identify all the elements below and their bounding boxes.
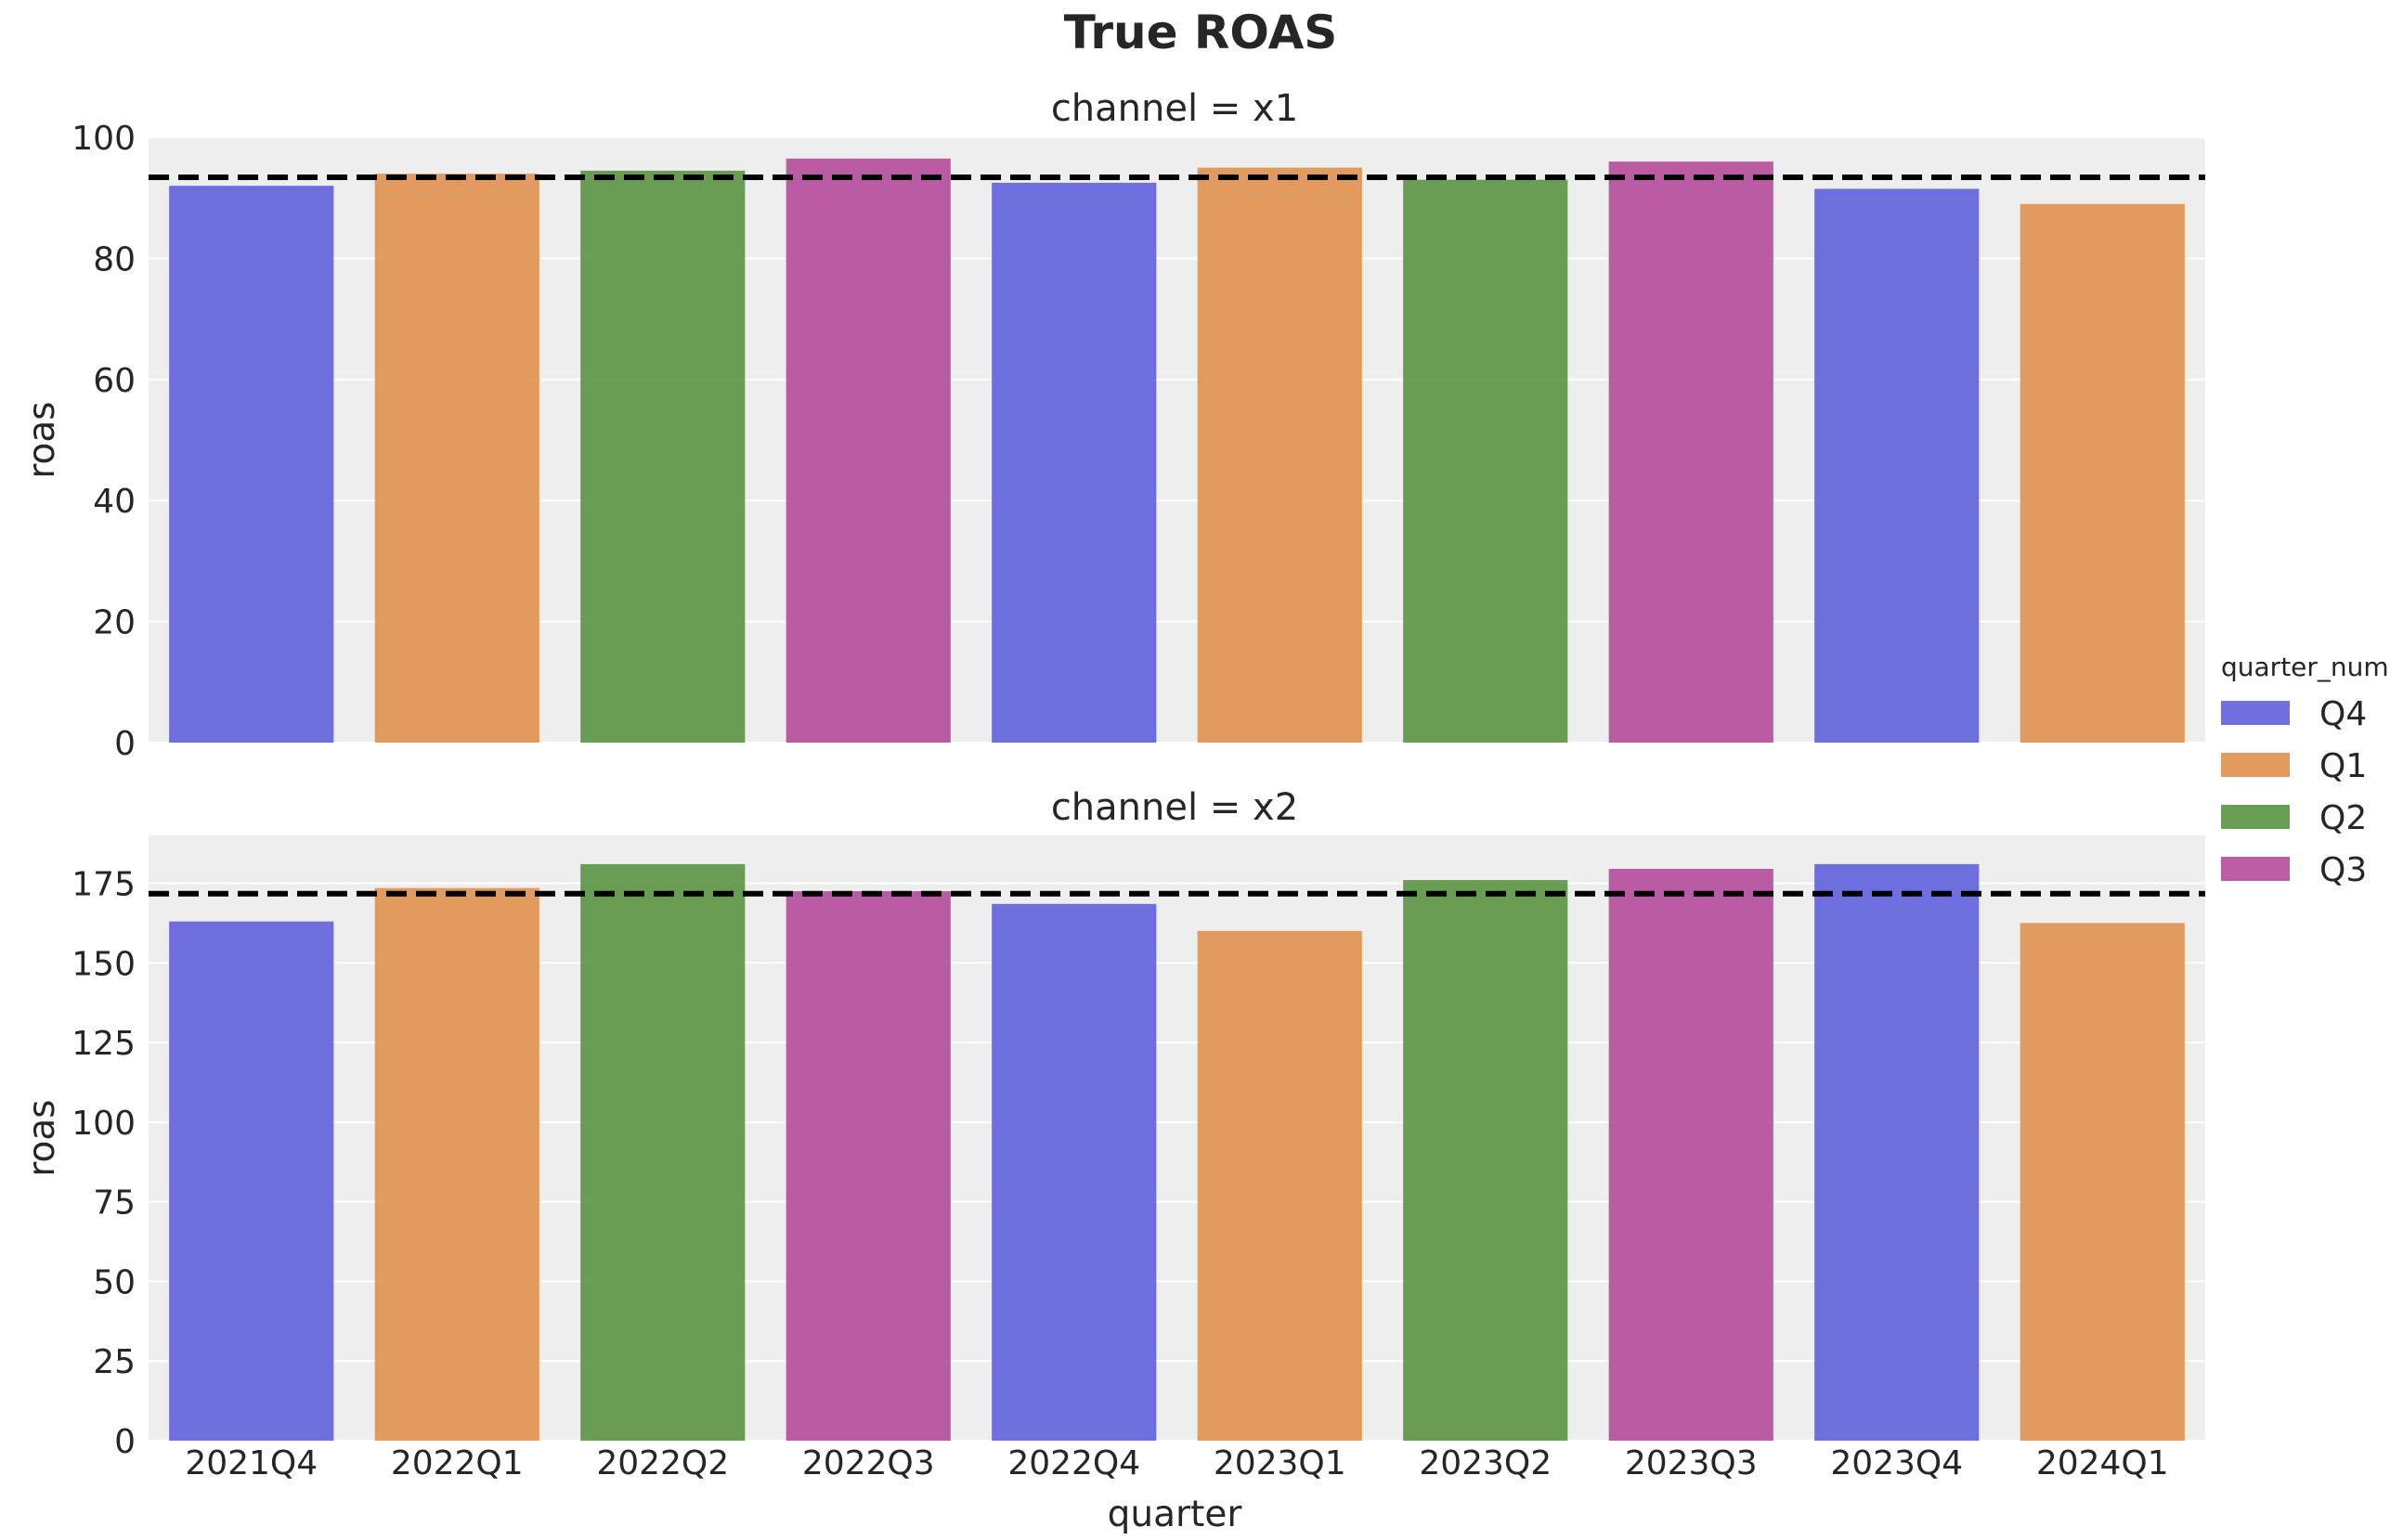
panel-x1: channel = x1 0 20 40 60 80 100 roas bbox=[21, 87, 2205, 763]
bar-2024q1 bbox=[2020, 923, 2185, 1441]
y-axis-label: roas bbox=[21, 1099, 63, 1176]
bar-2023q4 bbox=[1814, 188, 1980, 744]
y-tick-label: 0 bbox=[114, 1423, 136, 1461]
bar-2022q3 bbox=[786, 891, 951, 1441]
legend-swatch bbox=[2221, 701, 2290, 725]
bar-2021q4 bbox=[169, 186, 334, 743]
y-tick-label: 80 bbox=[93, 240, 136, 278]
bar-2023q4 bbox=[1814, 863, 1980, 1441]
bar-2024q1 bbox=[2020, 203, 2185, 744]
y-tick-label: 75 bbox=[93, 1184, 136, 1223]
legend-swatch bbox=[2221, 753, 2290, 777]
bar-2023q2 bbox=[1403, 880, 1568, 1441]
y-tick-label: 125 bbox=[71, 1025, 136, 1063]
y-tick-label: 175 bbox=[71, 865, 136, 903]
y-tick-label: 150 bbox=[71, 945, 136, 983]
y-tick-label: 40 bbox=[93, 483, 136, 521]
figure-title: True ROAS bbox=[1064, 6, 1338, 59]
x-tick-label: 2022Q1 bbox=[391, 1444, 524, 1482]
bar-2023q1 bbox=[1197, 930, 1362, 1441]
x-tick-label: 2022Q2 bbox=[596, 1444, 729, 1482]
bar-2023q1 bbox=[1197, 167, 1362, 744]
bars bbox=[169, 158, 2185, 744]
bar-2023q3 bbox=[1608, 869, 1773, 1441]
legend-swatch bbox=[2221, 805, 2290, 829]
y-tick-label: 60 bbox=[93, 362, 136, 400]
legend-label: Q2 bbox=[2319, 799, 2367, 837]
bar-2023q2 bbox=[1403, 179, 1568, 743]
legend-label: Q4 bbox=[2319, 695, 2367, 733]
bar-2022q1 bbox=[374, 887, 539, 1441]
x-tick-label: 2023Q3 bbox=[1625, 1444, 1758, 1482]
panel-title: channel = x2 bbox=[1051, 786, 1298, 829]
y-axis-label: roas bbox=[21, 401, 63, 478]
bar-2022q3 bbox=[786, 158, 951, 743]
x-tick-label: 2022Q4 bbox=[1007, 1444, 1140, 1482]
bar-2021q4 bbox=[169, 921, 334, 1441]
x-tick-label: 2022Q3 bbox=[802, 1444, 935, 1482]
bar-2022q4 bbox=[992, 182, 1157, 743]
legend: quarter_num Q4 Q1 Q2 Q3 bbox=[2221, 652, 2389, 889]
x-tick-label: 2024Q1 bbox=[2036, 1444, 2169, 1482]
y-tick-label: 25 bbox=[93, 1343, 136, 1381]
legend-title: quarter_num bbox=[2221, 652, 2389, 682]
legend-label: Q1 bbox=[2319, 747, 2367, 785]
bar-2023q3 bbox=[1608, 162, 1773, 743]
bars bbox=[169, 863, 2185, 1441]
bar-2022q4 bbox=[992, 903, 1157, 1441]
y-tick-label: 20 bbox=[93, 604, 136, 642]
y-tick-label: 50 bbox=[93, 1263, 136, 1301]
panel-title: channel = x1 bbox=[1051, 87, 1298, 130]
x-tick-label: 2021Q4 bbox=[185, 1444, 318, 1482]
x-tick-labels: 2021Q4 2022Q1 2022Q2 2022Q3 2022Q4 2023Q1 2023… bbox=[185, 1444, 2168, 1482]
bar-2022q2 bbox=[580, 170, 746, 744]
y-tick-label: 100 bbox=[71, 1105, 136, 1143]
x-axis-label: quarter bbox=[1108, 1494, 1243, 1535]
x-tick-label: 2023Q4 bbox=[1830, 1444, 1963, 1482]
bar-2022q2 bbox=[580, 863, 746, 1441]
y-tick-label: 0 bbox=[114, 725, 136, 763]
x-tick-label: 2023Q2 bbox=[1419, 1444, 1552, 1482]
legend-swatch bbox=[2221, 857, 2290, 881]
y-tick-labels: 0 25 50 75 100 125 150 175 bbox=[71, 865, 136, 1461]
legend-label: Q3 bbox=[2319, 851, 2367, 889]
bar-2022q1 bbox=[374, 174, 539, 743]
y-tick-labels: 0 20 40 60 80 100 bbox=[71, 120, 136, 763]
x-tick-label: 2023Q1 bbox=[1214, 1444, 1346, 1482]
y-tick-label: 100 bbox=[71, 120, 136, 158]
